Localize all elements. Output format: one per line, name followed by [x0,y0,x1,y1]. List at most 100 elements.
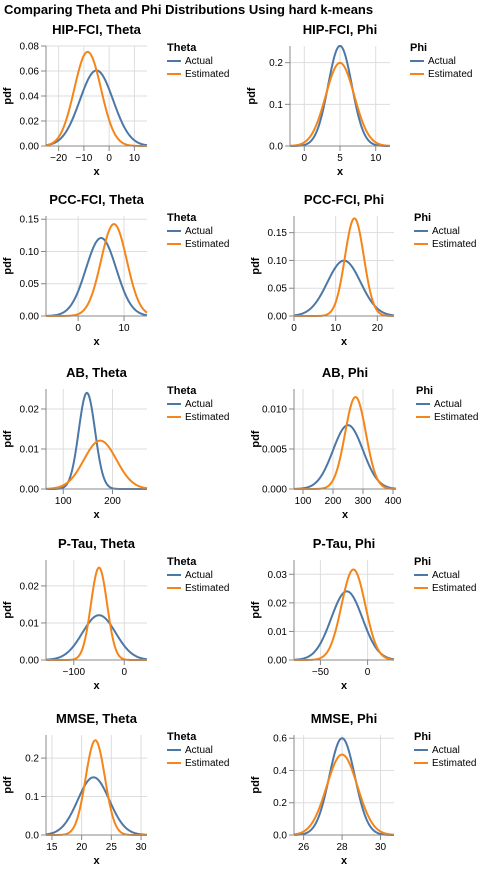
legend-entry-actual: Actual [185,570,213,581]
y-tick-label: 0.1 [25,792,39,803]
chart-title: AB, Phi [322,365,368,380]
legend-entry-estimated: Estimated [432,583,476,594]
legend-entry-actual: Actual [185,399,213,410]
chart-panel-3: 0 10 0.00 0.05 0.10 0.15 PCC-FCI, Theta x pdf The… [2,192,229,348]
x-tick-label: 28 [337,842,349,853]
legend-entry-estimated: Estimated [185,69,229,80]
series-line-estimated [289,61,391,147]
y-tick-label: 0.0 [269,142,283,153]
legend-title: Phi [410,42,427,54]
x-tick-label: 26 [298,842,310,853]
x-tick-label: 0 [106,153,112,164]
y-tick-label: 0.02 [20,117,40,128]
chart-title: AB, Theta [66,365,127,380]
x-tick-label: −100 [63,667,86,678]
chart-title: HIP-FCI, Phi [303,22,377,37]
y-tick-label: 0.00 [20,656,40,667]
x-tick-label: 200 [325,496,342,507]
x-axis-label: x [93,166,100,178]
y-axis-label: pdf [2,776,14,793]
legend-entry-estimated: Estimated [432,758,476,769]
chart-panel-5: 100 200 0.00 0.01 0.02 AB, Theta x pdf Theta Actu… [2,365,229,521]
x-tick-label: 300 [355,496,372,507]
x-tick-label: 15 [46,842,58,853]
y-tick-label: 0.15 [20,215,40,226]
y-tick-label: 0.00 [20,312,40,323]
legend-title: Phi [416,385,433,397]
x-tick-label: 0 [75,323,81,334]
y-tick-label: 0.00 [268,312,288,323]
x-axis-label: x [342,509,349,521]
x-tick-label: 25 [106,842,118,853]
y-tick-label: 0.06 [20,67,40,78]
x-tick-label: 5 [337,153,343,164]
x-tick-label: 30 [135,842,147,853]
y-axis-label: pdf [2,430,14,447]
y-axis-label: pdf [250,601,262,618]
y-tick-label: 0.2 [25,754,39,765]
x-tick-label: 200 [104,496,121,507]
y-tick-label: 0.04 [20,92,40,103]
series-line-actual [45,614,148,661]
y-axis-label: pdf [250,776,262,793]
chart-title: P-Tau, Theta [58,536,136,551]
legend-entry-estimated: Estimated [432,239,476,250]
y-tick-label: 0.05 [20,279,40,290]
chart-panel-7: −100 0 0.00 0.01 0.02 P-Tau, Theta x pdf Theta Ac… [2,536,229,692]
legend-entry-estimated: Estimated [434,412,478,423]
x-axis-label: x [341,336,348,348]
chart-panel-1: −20 −10 0 10 0.00 0.02 0.04 0.06 0.08 HIP-FCI, Th… [2,22,229,178]
x-axis-label: x [93,680,100,692]
y-tick-label: 0.2 [269,58,283,69]
y-tick-label: 0.03 [268,570,288,581]
x-tick-label: −20 [50,153,67,164]
y-tick-label: 0.10 [20,247,40,258]
x-axis-label: x [337,166,344,178]
chart-panel-4: 0 10 20 0.00 0.05 0.10 0.15 PCC-FCI, Phi x pdf Phi… [250,192,476,348]
y-tick-label: 0.010 [262,405,287,416]
legend-entry-actual: Actual [432,226,460,237]
y-axis-label: pdf [250,257,262,274]
x-tick-label: 20 [372,323,384,334]
series-line-estimated [45,50,147,147]
series-line-estimated [46,566,147,661]
chart-title: MMSE, Phi [311,711,377,726]
legend-entry-estimated: Estimated [428,69,472,80]
chart-panel-6: 100 200 300 400 0.000 0.005 0.010 AB, Phi x pdf Ph… [250,365,478,521]
legend-entry-actual: Actual [185,56,213,67]
legend-title: Phi [414,731,431,743]
y-tick-label: 0.00 [268,656,288,667]
y-tick-label: 0.02 [268,598,288,609]
y-tick-label: 0.01 [268,627,288,638]
page-title: Comparing Theta and Phi Distributions Us… [4,2,374,17]
y-axis-label: pdf [2,257,14,274]
chart-title: MMSE, Theta [56,711,138,726]
chart-title: P-Tau, Phi [313,536,376,551]
y-tick-label: 0.6 [273,734,287,745]
legend-title: Theta [167,731,197,743]
chart-panel-10: 26 28 30 0.0 0.2 0.4 0.6 MMSE, Phi x pdf PhiActual… [250,711,476,867]
legend-entry-actual: Actual [428,56,456,67]
x-tick-label: 400 [385,496,402,507]
legend-entry-estimated: Estimated [185,583,229,594]
x-tick-label: 10 [118,323,130,334]
y-tick-label: 0.0 [273,831,287,842]
y-tick-label: 0.000 [262,485,287,496]
legend-entry-actual: Actual [185,745,213,756]
legend-title: Theta [167,385,197,397]
series-line-estimated [294,568,395,661]
legend-title: Phi [414,556,431,568]
series-line-estimated [294,396,397,490]
x-tick-label: 10 [330,323,342,334]
y-tick-label: 0.10 [268,256,288,267]
x-axis-label: x [93,855,100,867]
x-tick-label: −50 [312,667,329,678]
y-tick-label: 0.02 [20,405,40,416]
y-tick-label: 0.4 [273,766,287,777]
chart-title: PCC-FCI, Theta [49,192,144,207]
chart-title: PCC-FCI, Phi [304,192,384,207]
chart-panel-8: −50 0 0.00 0.01 0.02 0.03 P-Tau, Phi x pdf PhiAct… [250,536,476,692]
y-tick-label: 0.2 [273,798,287,809]
series-line-estimated [293,753,395,836]
